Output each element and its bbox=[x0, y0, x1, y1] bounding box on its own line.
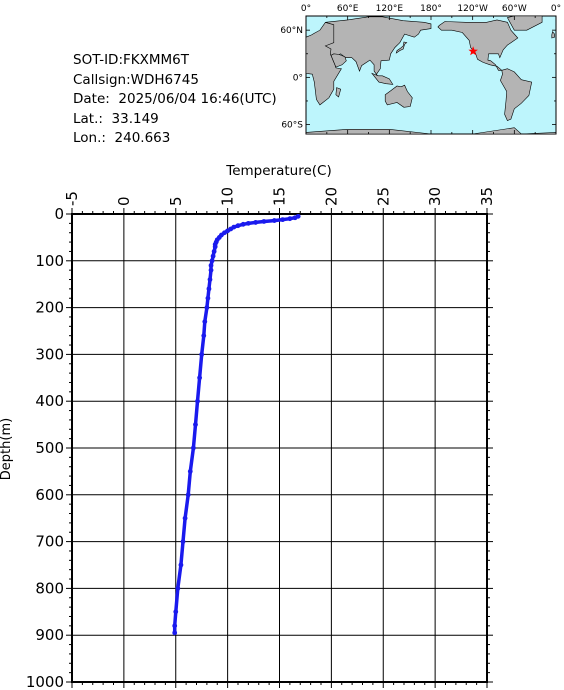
y-tick-label: 700 bbox=[35, 533, 64, 551]
x-tick-label: 0 bbox=[115, 196, 133, 206]
land-arabia bbox=[330, 53, 347, 68]
longitude-text: Lon.: 240.663 bbox=[73, 130, 171, 147]
profile-point bbox=[190, 445, 196, 451]
x-tick-label: 15 bbox=[271, 187, 289, 206]
map-lat-label: 60°S bbox=[281, 121, 303, 131]
x-tick-label: 5 bbox=[167, 196, 185, 206]
profile-point bbox=[207, 277, 213, 282]
profile-point bbox=[172, 630, 178, 636]
y-axis-title: Depth(m) bbox=[0, 418, 14, 480]
x-tick-label: 10 bbox=[219, 187, 237, 206]
chart-grid bbox=[71, 213, 488, 683]
y-tick-label: 500 bbox=[35, 439, 64, 457]
profile-point bbox=[197, 375, 203, 381]
map-lon-label: 60°W bbox=[502, 4, 527, 14]
map-lat-label: 60°N bbox=[280, 26, 303, 36]
land-indonesia bbox=[371, 72, 394, 85]
y-tick-label: 0 bbox=[54, 205, 64, 223]
profile-point bbox=[287, 216, 293, 222]
observation-info: SOT-ID:FKXMM6T Callsign:WDH6745 Date: 20… bbox=[73, 51, 277, 149]
y-axis-ticks: 0 100 200 300 400 500 600 700 800 900 1000 bbox=[26, 205, 493, 690]
profile-point bbox=[253, 220, 259, 225]
y-tick-label: 800 bbox=[35, 579, 64, 597]
temperature-profile-series bbox=[172, 213, 301, 636]
profile-point bbox=[280, 217, 286, 223]
land-south-america bbox=[500, 68, 533, 121]
y-tick-label: 1000 bbox=[26, 673, 64, 690]
profile-point bbox=[193, 422, 198, 427]
profile-point bbox=[245, 220, 251, 226]
map-lon-label: 180° bbox=[420, 4, 442, 14]
map-land bbox=[305, 15, 557, 135]
map-lon-label: 120°E bbox=[376, 4, 404, 14]
y-tick-label: 100 bbox=[35, 252, 64, 270]
world-map: 0° 60°E 120°E 180° 120°W 60°W 0° 60°N 0° 60°S bbox=[280, 4, 561, 135]
profile-point bbox=[211, 249, 217, 254]
profile-point bbox=[261, 219, 267, 224]
profile-point bbox=[180, 539, 186, 544]
map-lon-label: 120°W bbox=[457, 4, 488, 14]
profile-point bbox=[212, 244, 218, 250]
land-greenland bbox=[506, 15, 543, 31]
profile-point bbox=[202, 319, 208, 325]
land-australia bbox=[384, 84, 413, 108]
y-tick-label: 300 bbox=[35, 345, 64, 363]
land-madagascar bbox=[335, 87, 342, 98]
x-tick-label: 35 bbox=[478, 187, 496, 206]
profile-point bbox=[199, 352, 205, 357]
profile-point bbox=[172, 623, 178, 629]
profile-point bbox=[208, 267, 214, 273]
x-axis-ticks: -5 0 5 10 15 20 25 30 35 bbox=[63, 187, 496, 688]
x-tick-label: 30 bbox=[426, 187, 444, 206]
profile-point bbox=[292, 215, 298, 221]
sot-id-text: SOT-ID:FKXMM6T bbox=[73, 52, 189, 68]
x-tick-label: 25 bbox=[374, 187, 392, 206]
callsign-text: Callsign:WDH6745 bbox=[73, 71, 199, 88]
map-lon-label: 0° bbox=[551, 4, 561, 14]
date-text: Date: 2025/06/04 16:46(UTC) bbox=[73, 91, 277, 108]
land-uk bbox=[551, 31, 555, 39]
profile-point bbox=[195, 398, 200, 404]
profile-point bbox=[185, 492, 191, 498]
x-axis-title: Temperature(C) bbox=[225, 163, 331, 179]
map-lon-label: 0° bbox=[301, 4, 311, 14]
profile-point bbox=[175, 586, 181, 591]
profile-point bbox=[210, 253, 216, 259]
y-tick-label: 900 bbox=[35, 626, 64, 644]
profile-point bbox=[182, 515, 188, 521]
profile-point bbox=[240, 221, 246, 227]
y-tick-label: 400 bbox=[35, 392, 64, 410]
land-north-america bbox=[437, 19, 519, 71]
latitude-text: Lat.: 33.149 bbox=[73, 110, 159, 127]
profile-point bbox=[178, 562, 184, 568]
profile-point bbox=[205, 295, 211, 301]
map-lon-label: 60°E bbox=[337, 4, 359, 14]
map-lat-label: 0° bbox=[293, 73, 303, 83]
profile-point bbox=[204, 305, 210, 310]
land-japan bbox=[395, 41, 408, 54]
x-tick-label: -5 bbox=[63, 191, 81, 206]
y-tick-label: 600 bbox=[35, 486, 64, 504]
observation-location-marker bbox=[468, 46, 478, 56]
profile-point bbox=[235, 223, 241, 229]
profile-point bbox=[209, 258, 215, 264]
profile-point bbox=[271, 218, 277, 223]
profile-point bbox=[201, 333, 207, 339]
plot-frame bbox=[71, 213, 488, 683]
profile-point bbox=[206, 286, 212, 292]
y-tick-label: 200 bbox=[35, 299, 64, 317]
profile-point bbox=[187, 469, 193, 474]
profile-point bbox=[208, 263, 214, 268]
profile-point bbox=[173, 609, 179, 615]
x-tick-label: 20 bbox=[322, 187, 340, 206]
